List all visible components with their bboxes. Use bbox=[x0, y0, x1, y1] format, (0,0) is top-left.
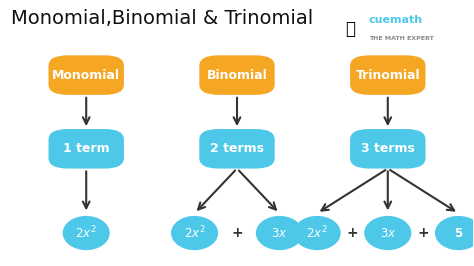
FancyBboxPatch shape bbox=[199, 55, 275, 95]
FancyBboxPatch shape bbox=[48, 129, 124, 169]
Ellipse shape bbox=[63, 216, 110, 250]
Ellipse shape bbox=[256, 216, 303, 250]
Text: THE MATH EXPERT: THE MATH EXPERT bbox=[369, 36, 434, 41]
Text: +: + bbox=[231, 226, 243, 240]
Text: $2x^2$: $2x^2$ bbox=[184, 225, 205, 241]
Text: $3x$: $3x$ bbox=[380, 227, 396, 239]
Text: Monomial,Binomial & Trinomial: Monomial,Binomial & Trinomial bbox=[11, 9, 313, 28]
FancyBboxPatch shape bbox=[48, 55, 124, 95]
Text: 🚀: 🚀 bbox=[346, 20, 356, 38]
Text: +: + bbox=[346, 226, 358, 240]
Text: $3x$: $3x$ bbox=[271, 227, 288, 239]
Text: Monomial: Monomial bbox=[52, 69, 120, 82]
Ellipse shape bbox=[364, 216, 411, 250]
Text: $2x^2$: $2x^2$ bbox=[306, 225, 328, 241]
Ellipse shape bbox=[293, 216, 341, 250]
Text: cuemath: cuemath bbox=[369, 15, 423, 24]
Text: 5: 5 bbox=[455, 227, 463, 239]
Text: 2 terms: 2 terms bbox=[210, 142, 264, 155]
FancyBboxPatch shape bbox=[199, 129, 275, 169]
Text: +: + bbox=[417, 226, 429, 240]
Ellipse shape bbox=[171, 216, 218, 250]
Text: 1 term: 1 term bbox=[63, 142, 109, 155]
Text: Trinomial: Trinomial bbox=[356, 69, 420, 82]
Text: $2x^2$: $2x^2$ bbox=[75, 225, 97, 241]
Text: 3 terms: 3 terms bbox=[361, 142, 415, 155]
FancyBboxPatch shape bbox=[350, 55, 426, 95]
FancyBboxPatch shape bbox=[350, 129, 426, 169]
Ellipse shape bbox=[435, 216, 474, 250]
Text: Binomial: Binomial bbox=[207, 69, 267, 82]
